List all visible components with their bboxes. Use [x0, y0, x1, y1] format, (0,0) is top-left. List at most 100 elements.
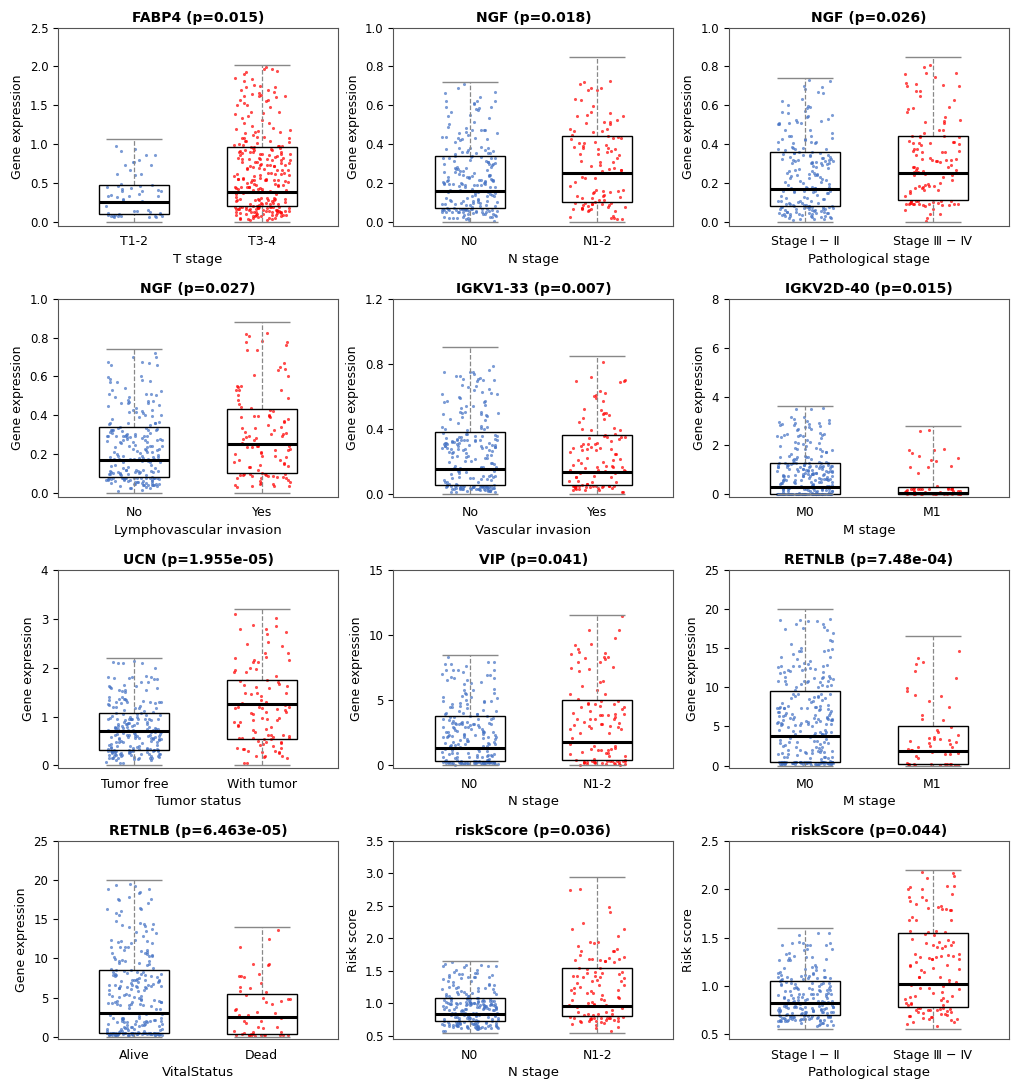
Point	[265, 190, 281, 207]
Point	[487, 483, 503, 500]
Point	[782, 970, 798, 988]
Point	[813, 458, 829, 475]
Point	[780, 945, 796, 962]
Point	[473, 674, 489, 691]
Point	[792, 642, 808, 659]
Point	[606, 141, 623, 158]
Point	[458, 159, 474, 177]
Point	[823, 712, 840, 729]
Point	[906, 686, 922, 703]
Point	[795, 619, 811, 637]
Point	[111, 730, 127, 748]
Point	[818, 754, 835, 772]
Point	[770, 952, 787, 969]
Point	[264, 210, 280, 228]
Point	[487, 197, 503, 215]
Point	[783, 935, 799, 953]
Point	[771, 964, 788, 981]
Point	[232, 398, 249, 415]
Point	[780, 1010, 796, 1028]
Point	[790, 934, 806, 952]
Point	[914, 196, 930, 214]
Point	[437, 724, 453, 741]
Point	[250, 191, 266, 208]
Point	[142, 749, 158, 766]
Point	[481, 976, 497, 993]
Point	[108, 1027, 124, 1044]
Point	[457, 196, 473, 214]
Point	[603, 458, 620, 475]
Point	[475, 753, 491, 771]
Point	[137, 432, 153, 449]
Point	[433, 195, 449, 213]
Point	[794, 465, 810, 483]
Point	[266, 1005, 282, 1022]
Point	[123, 747, 140, 764]
Point	[234, 467, 251, 484]
Point	[127, 166, 144, 183]
Point	[780, 177, 796, 194]
Point	[811, 1016, 827, 1033]
Point	[817, 708, 834, 726]
Point	[147, 415, 163, 433]
Point	[444, 718, 461, 736]
Point	[115, 754, 131, 772]
Point	[458, 119, 474, 136]
Point	[458, 210, 474, 228]
Point	[803, 128, 819, 145]
Point	[475, 998, 491, 1016]
Point	[232, 143, 249, 160]
Point	[126, 700, 143, 717]
Point	[769, 1002, 786, 1019]
Point	[453, 715, 470, 732]
Point	[819, 486, 836, 504]
Point	[592, 715, 608, 732]
Point	[932, 1005, 949, 1022]
Point	[100, 722, 116, 739]
Point	[560, 996, 577, 1014]
Point	[610, 146, 627, 164]
Point	[152, 431, 168, 448]
Point	[109, 1027, 125, 1044]
Point	[249, 134, 265, 152]
Point	[589, 458, 605, 475]
Point	[120, 388, 137, 405]
Point	[799, 431, 815, 448]
Point	[452, 432, 469, 449]
Point	[818, 621, 835, 639]
Point	[150, 446, 166, 463]
Point	[486, 983, 502, 1001]
Point	[273, 155, 289, 172]
Point	[776, 675, 793, 692]
Point	[775, 205, 792, 222]
Point	[795, 456, 811, 473]
Point	[573, 92, 589, 109]
Point	[260, 955, 276, 972]
Point	[451, 479, 468, 496]
Point	[475, 724, 491, 741]
Point	[818, 1008, 835, 1026]
Point	[133, 1025, 150, 1042]
Point	[942, 1012, 958, 1029]
Point	[820, 182, 837, 199]
Point	[942, 901, 958, 919]
Point	[566, 477, 582, 495]
Point	[110, 207, 126, 225]
Point	[454, 663, 471, 680]
Point	[485, 371, 501, 388]
Point	[452, 714, 469, 731]
Point	[434, 439, 450, 457]
Point	[105, 654, 121, 671]
Point	[781, 128, 797, 145]
Point	[927, 976, 944, 993]
Point	[916, 483, 932, 500]
Point	[457, 736, 473, 753]
Point	[154, 1020, 170, 1038]
Point	[567, 477, 583, 495]
Point	[443, 448, 460, 465]
Point	[121, 710, 138, 727]
Point	[98, 197, 114, 215]
Point	[440, 739, 457, 756]
Point	[114, 427, 130, 445]
Point	[900, 132, 916, 149]
